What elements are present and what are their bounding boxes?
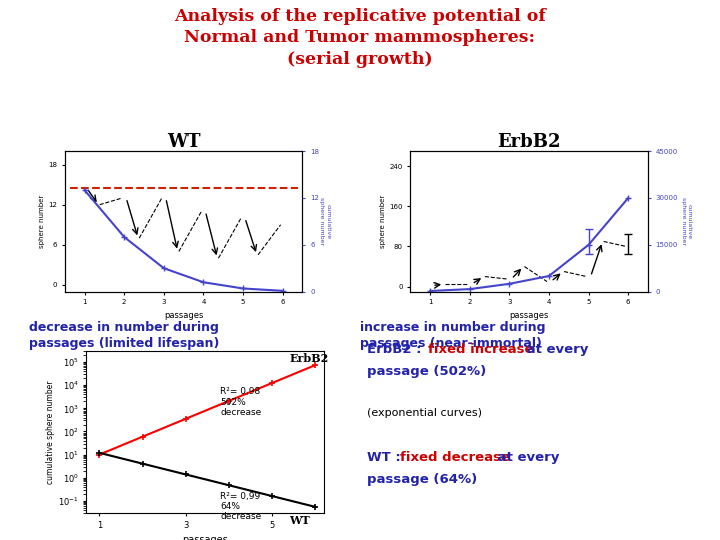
Text: Analysis of the replicative potential of
Normal and Tumor mammospheres:
(serial : Analysis of the replicative potential of… (174, 8, 546, 68)
Y-axis label: cumulative
sphere number: cumulative sphere number (681, 197, 692, 246)
Text: WT :: WT : (367, 451, 405, 464)
Text: increase in number during
passages (near-immortal): increase in number during passages (near… (360, 321, 546, 350)
Y-axis label: sphere number: sphere number (40, 195, 45, 248)
Text: passage (64%): passage (64%) (367, 472, 477, 485)
Text: R²= 0,99
64%
decrease: R²= 0,99 64% decrease (220, 492, 261, 522)
X-axis label: passages: passages (510, 311, 549, 320)
Text: passage (502%): passage (502%) (367, 364, 487, 377)
X-axis label: passages: passages (164, 311, 203, 320)
Text: R²= 0,98
502%
decrease: R²= 0,98 502% decrease (220, 387, 261, 417)
Title: ErbB2: ErbB2 (498, 133, 561, 151)
Text: decrease in number during
passages (limited lifespan): decrease in number during passages (limi… (29, 321, 219, 350)
Text: ErbB2 :: ErbB2 : (367, 343, 426, 356)
Y-axis label: sphere number: sphere number (380, 195, 387, 248)
Y-axis label: cumulative
sphere number: cumulative sphere number (320, 197, 330, 246)
Text: ErbB2: ErbB2 (289, 353, 329, 365)
Text: fixed increase: fixed increase (428, 343, 534, 356)
Text: (exponential curves): (exponential curves) (367, 408, 482, 418)
Y-axis label: cumulative sphere number: cumulative sphere number (46, 380, 55, 484)
Text: at every: at every (493, 451, 559, 464)
X-axis label: passages: passages (182, 535, 228, 540)
Text: WT: WT (289, 515, 310, 526)
Title: WT: WT (167, 133, 200, 151)
Text: fixed decrease: fixed decrease (400, 451, 510, 464)
Text: at every: at every (522, 343, 588, 356)
